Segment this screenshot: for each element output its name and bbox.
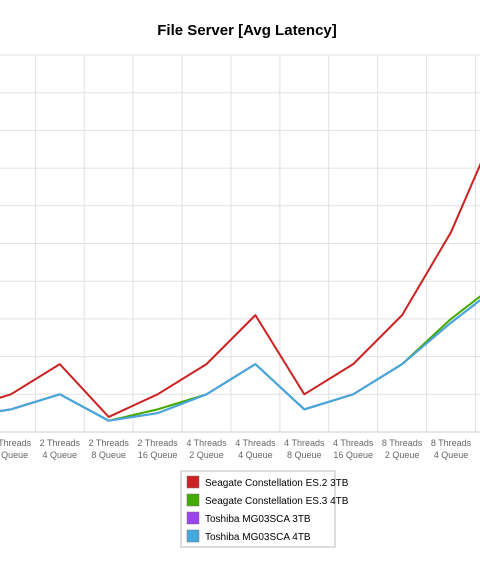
x-tick-label: 2 Threads — [0, 438, 32, 448]
x-tick-label: 16 Queue — [138, 450, 178, 460]
legend: Seagate Constellation ES.2 3TB Seagate Co… — [180, 470, 349, 548]
legend-label: Toshiba MG03SCA 4TB — [205, 532, 311, 543]
x-tick-label: 4 Threads — [186, 438, 227, 448]
legend-swatch — [186, 511, 200, 525]
x-tick-label: 2 Queue — [0, 450, 28, 460]
x-tick-label: 4 Threads — [284, 438, 325, 448]
x-tick-label: 2 Queue — [189, 450, 224, 460]
legend-label: Seagate Constellation ES.3 4TB — [205, 496, 349, 507]
x-tick-label: 8 Queue — [91, 450, 126, 460]
x-tick-label: 8 Queue — [287, 450, 322, 460]
x-tick-label: 2 Threads — [40, 438, 81, 448]
x-tick-label: 2 Queue — [385, 450, 420, 460]
x-tick-label: 16 Queue — [333, 450, 373, 460]
legend-label: Toshiba MG03SCA 3TB — [205, 514, 311, 525]
legend-swatch — [186, 529, 200, 543]
x-tick-label: 8 Threads — [431, 438, 472, 448]
series-lines — [0, 162, 480, 422]
legend-label: Seagate Constellation ES.2 3TB — [205, 478, 349, 489]
x-tick-label: 4 Queue — [434, 450, 469, 460]
chart-title: File Server [Avg Latency] — [157, 22, 337, 39]
grid-lines — [0, 54, 480, 433]
series-line — [0, 299, 480, 422]
x-tick-label: 4 Threads — [235, 438, 276, 448]
x-tick-label: 4 Queue — [43, 450, 78, 460]
x-tick-label: 8 Threads — [382, 438, 423, 448]
legend-box — [180, 470, 336, 548]
x-tick-label: 2 Threads — [89, 438, 130, 448]
legend-swatch — [186, 493, 200, 507]
x-tick-label: 4 Queue — [238, 450, 273, 460]
x-tick-label: 4 Threads — [333, 438, 374, 448]
x-tick-label: 2 Threads — [137, 438, 178, 448]
series-line — [0, 162, 480, 418]
legend-swatch — [186, 475, 200, 489]
